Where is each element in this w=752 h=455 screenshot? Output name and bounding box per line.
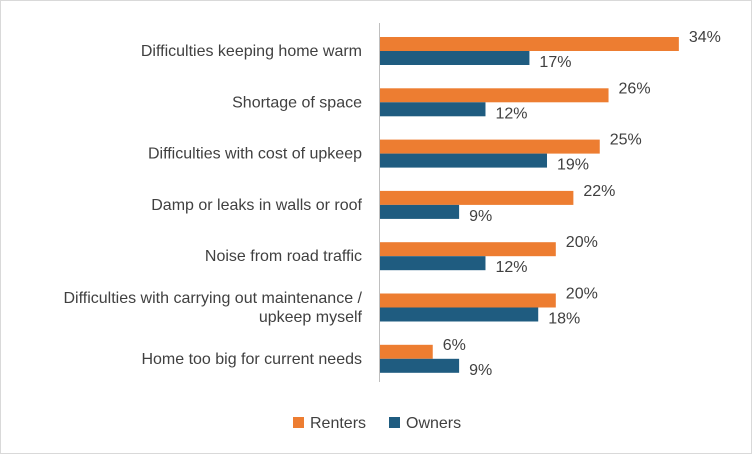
legend-label-renters: Renters	[310, 415, 366, 432]
bar-renters-noise-from-road-traffic	[380, 242, 556, 257]
legend-swatch-renters	[293, 417, 304, 428]
data-label-renters-difficulties-with-carrying-out-maintenance-upkeep-myself: 20%	[566, 286, 598, 303]
bar-renters-home-too-big-for-current-needs	[380, 344, 433, 359]
category-label-line: Shortage of space	[232, 94, 362, 111]
data-label-owners-difficulties-keeping-home-warm: 17%	[539, 54, 571, 71]
data-label-owners-damp-or-leaks-in-walls-or-roof: 9%	[469, 208, 492, 225]
bar-owners-difficulties-with-cost-of-upkeep	[380, 153, 548, 168]
category-label-difficulties-keeping-home-warm: Difficulties keeping home warm	[141, 43, 362, 60]
bar-owners-home-too-big-for-current-needs	[380, 358, 460, 373]
category-label-home-too-big-for-current-needs: Home too big for current needs	[141, 351, 362, 368]
bar-owners-difficulties-keeping-home-warm	[380, 51, 530, 65]
plot-area: Difficulties keeping home warm 34% 17% Shor…	[63, 29, 720, 379]
category-label-noise-from-road-traffic: Noise from road traffic	[205, 248, 362, 265]
data-label-owners-difficulties-with-carrying-out-maintenance-upkeep-myself: 18%	[548, 311, 580, 328]
data-label-renters-damp-or-leaks-in-walls-or-roof: 22%	[583, 183, 615, 200]
category-label-line: Difficulties keeping home warm	[141, 43, 362, 60]
category-label-line: Damp or leaks in walls or roof	[151, 197, 362, 214]
category-label-damp-or-leaks-in-walls-or-roof: Damp or leaks in walls or roof	[151, 197, 362, 214]
category-label-line: upkeep myself	[259, 309, 363, 326]
category-label-line: Difficulties with cost of upkeep	[148, 146, 362, 163]
bar-owners-shortage-of-space	[380, 102, 486, 117]
data-label-renters-noise-from-road-traffic: 20%	[566, 234, 598, 251]
bar-renters-difficulties-with-carrying-out-maintenance-upkeep-myself	[380, 293, 556, 308]
legend: Renters Owners	[293, 415, 461, 432]
bar-owners-damp-or-leaks-in-walls-or-roof	[380, 204, 460, 219]
category-label-shortage-of-space: Shortage of space	[232, 94, 362, 111]
legend-swatch-owners	[389, 417, 400, 428]
category-label-difficulties-with-cost-of-upkeep: Difficulties with cost of upkeep	[148, 146, 362, 163]
data-label-owners-shortage-of-space: 12%	[495, 105, 527, 122]
category-label-line: Home too big for current needs	[141, 351, 362, 368]
data-label-owners-home-too-big-for-current-needs: 9%	[469, 362, 492, 379]
data-label-renters-difficulties-with-cost-of-upkeep: 25%	[610, 132, 642, 149]
bar-owners-difficulties-with-carrying-out-maintenance-upkeep-myself	[380, 307, 539, 322]
category-label-line: Noise from road traffic	[205, 248, 362, 265]
legend-label-owners: Owners	[406, 415, 461, 432]
category-label-difficulties-with-carrying-out-maintenance-upkeep-myself: Difficulties with carrying out maintenan…	[63, 290, 362, 326]
bar-renters-shortage-of-space	[380, 88, 609, 103]
data-label-owners-difficulties-with-cost-of-upkeep: 19%	[557, 157, 589, 174]
bar-renters-damp-or-leaks-in-walls-or-roof	[380, 190, 574, 205]
bar-owners-noise-from-road-traffic	[380, 256, 486, 271]
category-label-line: Difficulties with carrying out maintenan…	[63, 290, 362, 307]
bar-renters-difficulties-with-cost-of-upkeep	[380, 139, 600, 154]
bar-renters-difficulties-keeping-home-warm	[380, 37, 679, 51]
data-label-renters-shortage-of-space: 26%	[619, 80, 651, 97]
data-label-renters-home-too-big-for-current-needs: 6%	[443, 337, 466, 354]
data-label-renters-difficulties-keeping-home-warm: 34%	[689, 29, 721, 46]
data-label-owners-noise-from-road-traffic: 12%	[495, 259, 527, 276]
